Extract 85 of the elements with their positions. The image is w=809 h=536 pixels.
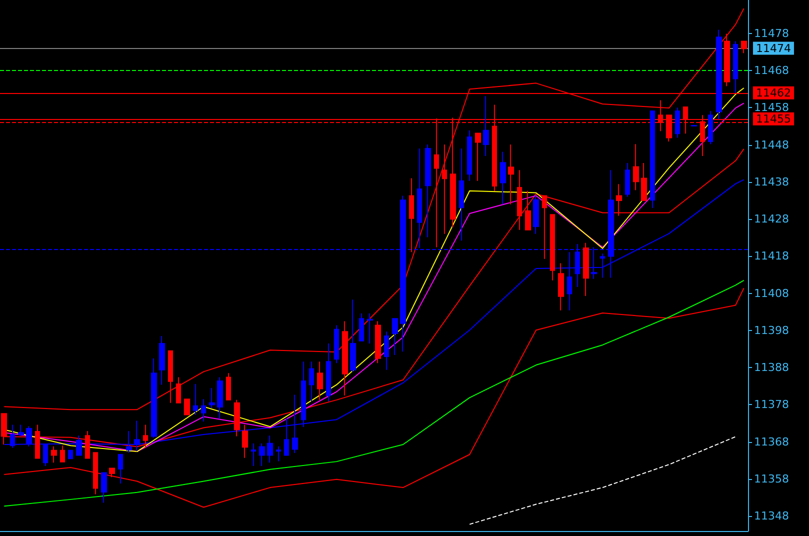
candlestick [533,195,539,234]
candlestick [184,398,190,416]
candlestick [359,312,364,342]
candlestick [650,110,655,208]
candlestick [384,331,389,370]
candlestick [101,472,107,504]
candlestick [68,450,73,460]
candlestick [267,435,273,464]
candlestick [201,398,206,422]
candlestick [417,148,422,249]
ref-line-label: 11462 [756,86,791,100]
y-tick-label: 11408 [754,286,789,300]
candlestick [168,350,173,404]
y-tick-label: 11458 [754,101,789,114]
candlestick [251,442,256,467]
candlestick [226,372,231,400]
candlestick [234,399,240,437]
candlestick [708,110,713,145]
candlestick [392,318,398,356]
candlestick [317,361,323,400]
candlestick [675,107,680,138]
candlestick [176,376,181,404]
candlestick [600,253,605,278]
candlestick [542,195,547,260]
candlestick [567,252,572,311]
candlestick [367,312,373,344]
candlestick [334,324,339,364]
candlestick [118,454,123,484]
candlestick [93,452,98,495]
candlestick [550,214,555,281]
y-tick-label: 11438 [754,175,789,188]
candlestick [209,388,215,409]
y-tick-label: 11358 [754,472,789,486]
y-tick-label: 11348 [754,510,789,523]
candlestick [625,162,630,198]
y-tick-label: 11388 [754,361,789,374]
y-tick-label: 11448 [754,138,789,152]
candlestick [733,40,738,94]
candlestick [633,144,639,191]
candlestick [716,29,722,120]
candlestick [525,190,531,230]
candlestick [242,424,248,458]
candlestick [467,130,472,182]
ref-line-label: 11474 [756,42,791,55]
ref-line-label: 11455 [756,112,791,126]
candlestick [459,148,464,242]
y-tick-label: 11378 [754,398,789,412]
candlestick [60,445,65,462]
candlestick [425,144,431,238]
candlestick [558,262,564,311]
candlestick [276,446,281,462]
y-tick-label: 11428 [754,212,789,226]
candlestick [151,358,157,438]
candlestick [641,162,647,202]
candlestick [741,40,747,54]
candlestick [309,361,314,402]
candlestick [483,96,489,156]
candlestick [616,184,622,216]
y-tick-label: 11398 [754,324,789,337]
candlestick [517,170,522,230]
y-tick-label: 11368 [754,435,789,448]
candlestick [508,144,514,205]
line-series [4,8,744,410]
candlestick [193,383,198,416]
candlestick [326,342,331,402]
candlestick [500,151,506,205]
candlestick [724,33,730,87]
y-tick-label: 11468 [754,64,789,78]
candlestick [375,320,381,364]
candlestick [159,336,165,386]
candlestick [475,132,481,182]
candlestick [301,361,306,428]
candlestick [18,424,24,437]
y-tick-label: 11418 [754,250,789,263]
candlestick [409,178,414,253]
line-series [469,436,736,525]
candlestick [51,446,57,464]
y-tick-label: 11478 [754,26,789,40]
candlestick [217,376,223,420]
candlestick [442,144,447,234]
candlestick [350,299,356,372]
candlestick [259,442,265,467]
candlestick [342,320,348,396]
candlestick [583,242,589,296]
candlestick [109,468,115,478]
